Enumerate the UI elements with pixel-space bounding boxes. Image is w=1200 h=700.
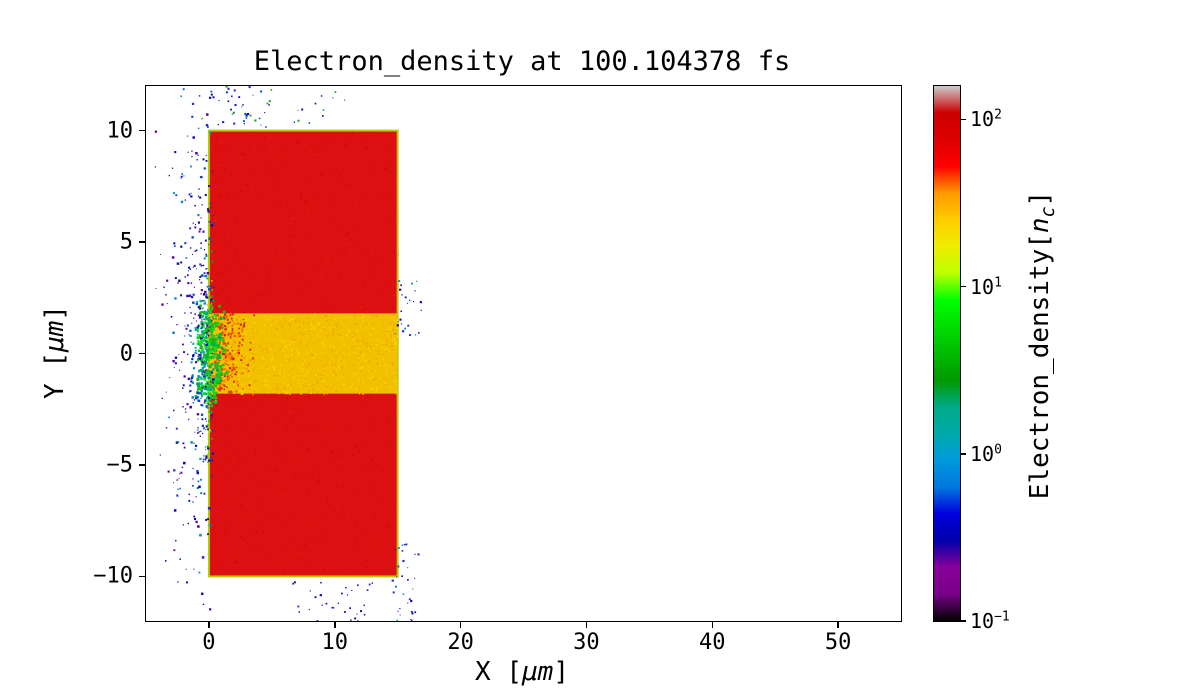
x-axis-label-close: ] [553,657,569,687]
colorbar-tick-mark [961,285,966,288]
figure-title: Electron_density at 100.104378 fs [253,46,791,77]
y-axis-label-close: ] [40,305,70,321]
colorbar-tick-label: 101 [970,274,1002,299]
y-tick-mark [139,464,145,466]
y-tick-label: 10 [106,118,134,144]
colorbar-tick-mark [961,453,966,455]
colorbar-tick-mark [961,620,966,622]
x-axis-unit: μm [522,657,554,687]
x-tick-label: 10 [321,630,349,655]
colorbar-label-subscript: c [1038,206,1060,218]
plot-area [145,85,902,622]
colorbar-tick-label: 10−1 [970,609,1010,633]
y-axis-label-text: Y [ [40,352,70,399]
x-axis-label: X [μm] [475,657,569,687]
colorbar-label-symbol: n [1024,217,1055,234]
x-tick-label: 30 [573,630,600,655]
y-axis-unit: μm [40,320,70,352]
colorbar [933,85,961,622]
x-tick-mark [585,622,588,628]
colorbar-tick-label: 100 [970,441,1002,466]
x-tick-mark [208,622,210,628]
x-tick-label: 0 [202,630,216,655]
colorbar-label-text: Electron_density[ [1024,233,1055,500]
heatmap-canvas [146,86,901,621]
x-tick-mark [334,622,336,628]
y-tick-mark [139,352,145,355]
y-axis-label: Y [μm] [40,305,70,399]
x-tick-mark [711,622,713,628]
colorbar-label: Electron_density[nc] [1025,191,1059,499]
colorbar-label-close: ] [1024,190,1055,207]
x-tick-label: 50 [824,630,852,655]
colorbar-tick-label: 102 [970,107,1002,132]
x-tick-label: 40 [699,630,726,655]
y-tick-label: −10 [93,563,133,589]
y-tick-mark [139,129,145,132]
x-tick-mark [459,622,462,628]
x-tick-label: 20 [447,630,474,655]
y-tick-mark [139,241,145,243]
colorbar-tick-mark [961,118,966,121]
y-tick-label: −5 [106,452,134,478]
y-tick-label: 0 [119,341,133,366]
y-tick-mark [139,575,145,578]
y-tick-label: 5 [119,229,133,255]
x-tick-mark [837,622,839,628]
x-axis-label-text: X [ [475,657,522,687]
